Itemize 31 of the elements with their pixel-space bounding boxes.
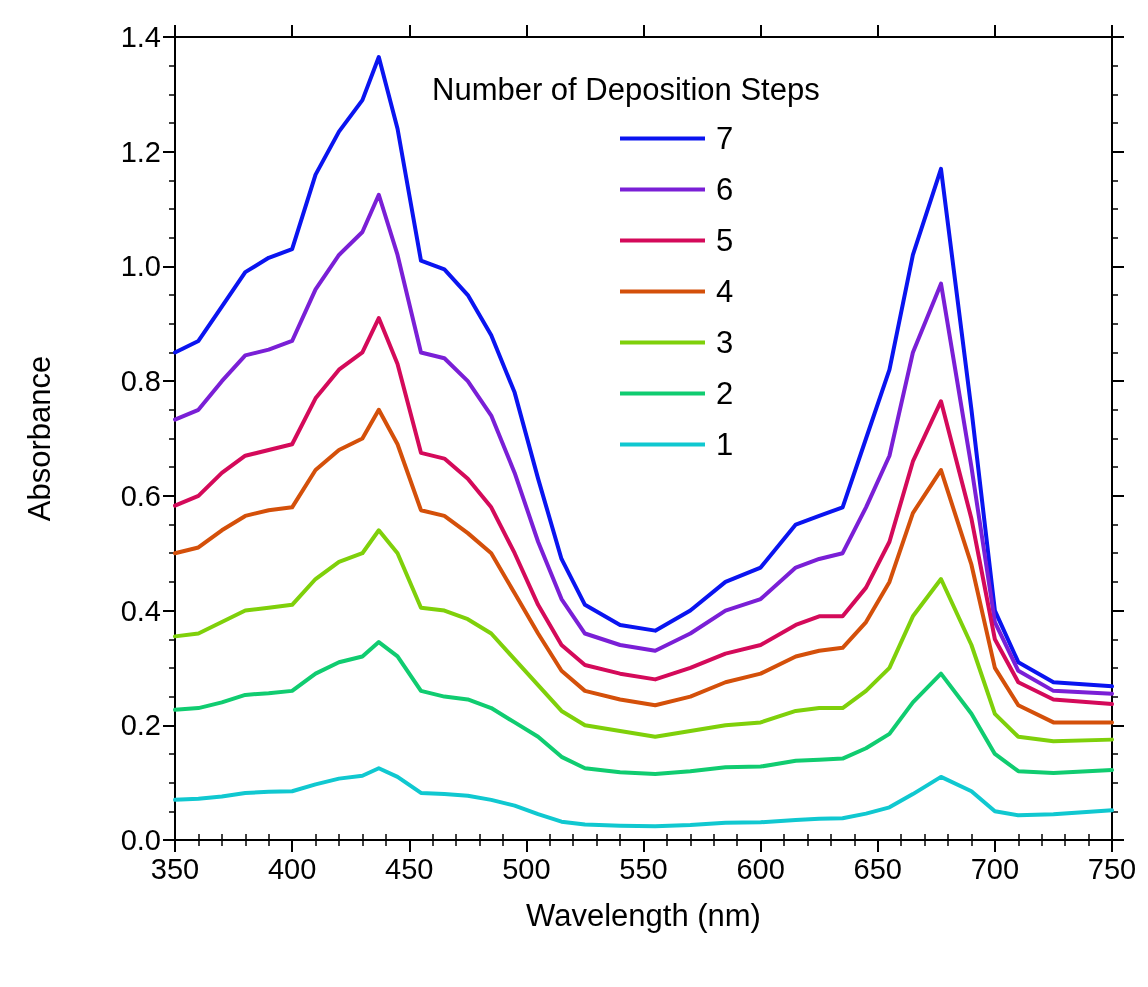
line-series: [173, 55, 1114, 689]
x-tick-label: 550: [619, 852, 668, 885]
line-series: [173, 528, 1114, 744]
x-tick-label: 500: [502, 852, 551, 885]
x-tick-label: 400: [267, 852, 317, 885]
y-tick-label: 0.6: [120, 479, 161, 512]
y-tick-label: 0.8: [120, 365, 161, 398]
y-axis-title: Absorbance: [22, 355, 57, 522]
legend-label: 4: [716, 274, 734, 309]
legend-label: 7: [716, 121, 734, 156]
legend-label: 6: [716, 172, 734, 207]
legend-label: 2: [716, 376, 734, 411]
x-tick-label: 750: [1087, 852, 1137, 885]
y-tick-label: 1.0: [120, 250, 161, 283]
x-tick-label: 450: [385, 852, 434, 885]
y-tick-label: 0.2: [120, 709, 161, 742]
y-tick-label: 1.2: [120, 135, 161, 168]
x-tick-label: 700: [970, 852, 1020, 885]
x-tick-label: 600: [736, 852, 785, 885]
legend-title: Number of Deposition Steps: [432, 72, 820, 107]
y-tick-label: 0.4: [120, 594, 161, 627]
y-tick-label: 1.4: [120, 21, 161, 53]
x-axis-title: Wavelength (nm): [526, 898, 761, 933]
line-series: [173, 316, 1114, 707]
legend-label: 3: [716, 325, 734, 360]
legend-label: 1: [716, 427, 734, 462]
line-series: [173, 766, 1114, 829]
legend-label: 5: [716, 223, 734, 258]
line-series: [173, 407, 1114, 725]
x-tick-label: 650: [853, 852, 902, 885]
line-series: [173, 640, 1114, 777]
